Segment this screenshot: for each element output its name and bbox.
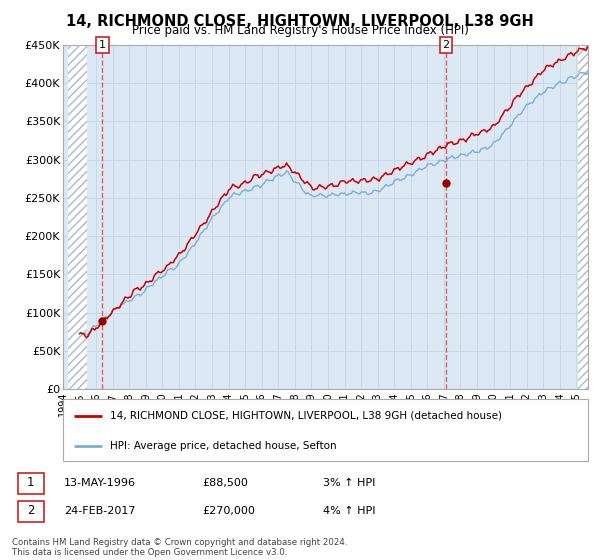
Text: £88,500: £88,500	[202, 478, 248, 488]
Text: 24-FEB-2017: 24-FEB-2017	[64, 506, 136, 516]
FancyBboxPatch shape	[18, 473, 44, 493]
Text: £270,000: £270,000	[202, 506, 255, 516]
Text: Price paid vs. HM Land Registry's House Price Index (HPI): Price paid vs. HM Land Registry's House …	[131, 24, 469, 37]
FancyBboxPatch shape	[63, 399, 588, 461]
Text: 1: 1	[99, 40, 106, 50]
FancyBboxPatch shape	[18, 501, 44, 521]
Text: 2: 2	[442, 40, 449, 50]
Bar	[578, 45, 588, 389]
Text: 14, RICHMOND CLOSE, HIGHTOWN, LIVERPOOL, L38 9GH (detached house): 14, RICHMOND CLOSE, HIGHTOWN, LIVERPOOL,…	[110, 410, 502, 421]
Text: 4% ↑ HPI: 4% ↑ HPI	[323, 506, 376, 516]
Text: 14, RICHMOND CLOSE, HIGHTOWN, LIVERPOOL, L38 9GH: 14, RICHMOND CLOSE, HIGHTOWN, LIVERPOOL,…	[66, 14, 534, 29]
Text: 3% ↑ HPI: 3% ↑ HPI	[323, 478, 376, 488]
Text: 1: 1	[26, 477, 34, 489]
Text: HPI: Average price, detached house, Sefton: HPI: Average price, detached house, Seft…	[110, 441, 337, 451]
Text: Contains HM Land Registry data © Crown copyright and database right 2024.
This d: Contains HM Land Registry data © Crown c…	[12, 538, 347, 557]
Bar	[578, 45, 588, 389]
Bar	[68, 45, 86, 389]
Bar	[68, 45, 86, 389]
Text: 13-MAY-1996: 13-MAY-1996	[64, 478, 136, 488]
Text: 2: 2	[26, 505, 34, 517]
